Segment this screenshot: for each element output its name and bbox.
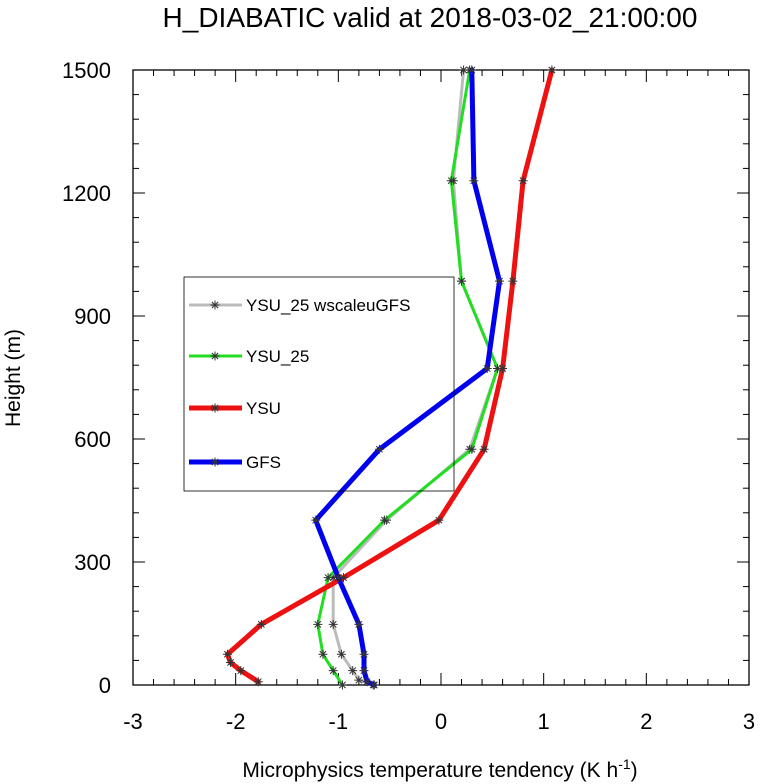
- series-3: [311, 65, 505, 690]
- x-axis-label: Microphysics temperature tendency (K h-1…: [242, 756, 637, 782]
- data-point: [226, 657, 236, 667]
- data-point: [336, 649, 346, 659]
- data-point: [518, 176, 528, 186]
- y-tick-label: 1500: [62, 58, 111, 83]
- x-tick-label: 0: [435, 709, 447, 734]
- data-point: [256, 619, 266, 629]
- plot-frame: [132, 69, 750, 686]
- legend-marker: [210, 457, 220, 467]
- data-point: [337, 680, 347, 690]
- legend-marker: [210, 351, 220, 361]
- data-point: [446, 176, 456, 186]
- x-axis-label-main: Microphysics temperature tendency (K h: [242, 759, 618, 782]
- data-point: [328, 573, 338, 583]
- data-point: [482, 363, 492, 373]
- data-point: [479, 444, 489, 454]
- legend-label: GFS: [246, 453, 281, 472]
- data-point: [380, 515, 390, 525]
- y-axis-label: Height (m): [2, 329, 25, 427]
- chart-title: H_DIABATIC valid at 2018-03-02_21:00:00: [163, 2, 698, 33]
- series-line: [225, 67, 555, 685]
- x-tick-label: 1: [538, 709, 550, 734]
- data-point: [359, 666, 369, 676]
- legend-marker: [210, 300, 220, 310]
- data-point: [508, 276, 518, 286]
- data-point: [362, 677, 372, 687]
- data-point: [333, 573, 343, 583]
- legend-marker: [210, 403, 220, 413]
- series-2: [222, 65, 557, 687]
- x-tick-label: -1: [329, 709, 349, 734]
- data-point: [222, 649, 232, 659]
- data-point: [311, 515, 321, 525]
- legend-label: YSU_25: [246, 347, 309, 366]
- series-line: [313, 67, 502, 688]
- y-tick-label: 300: [74, 550, 111, 575]
- data-point: [374, 444, 384, 454]
- data-point: [492, 363, 502, 373]
- data-point: [467, 444, 477, 454]
- data-point: [328, 619, 338, 629]
- x-tick-label: -3: [123, 709, 143, 734]
- data-point: [359, 649, 369, 659]
- x-axis-label-end: ): [631, 759, 638, 782]
- data-point: [348, 666, 358, 676]
- data-point: [354, 675, 364, 685]
- data-point: [457, 276, 467, 286]
- y-tick-label: 900: [74, 304, 111, 329]
- data-point: [354, 619, 364, 629]
- data-point: [469, 176, 479, 186]
- x-tick-label: -2: [226, 709, 246, 734]
- data-point: [318, 649, 328, 659]
- data-point: [498, 363, 508, 373]
- y-tick-label: 600: [74, 427, 111, 452]
- data-point: [313, 619, 323, 629]
- data-point: [459, 65, 469, 75]
- series-1: [313, 65, 502, 690]
- data-point: [495, 276, 505, 286]
- data-point: [434, 515, 444, 525]
- data-point: [547, 65, 557, 75]
- legend-label: YSU_25 wscaleuGFS: [246, 296, 410, 315]
- data-point: [328, 666, 338, 676]
- x-axis-label-sup: -1: [618, 756, 631, 772]
- data-point: [467, 65, 477, 75]
- y-tick-label: 0: [99, 673, 111, 698]
- x-tick-label: 2: [640, 709, 652, 734]
- data-point: [253, 677, 263, 687]
- x-tick-label: 3: [743, 709, 755, 734]
- data-point: [369, 680, 379, 690]
- legend-label: YSU: [246, 399, 281, 418]
- plot-area: -3 -2 -1 0 1 2 3 0 300 600 900 1200 1500: [62, 58, 755, 734]
- data-point: [323, 573, 333, 583]
- data-point: [236, 666, 246, 676]
- data-point: [338, 573, 348, 583]
- legend-box: [183, 276, 455, 492]
- y-tick-label: 1200: [62, 181, 111, 206]
- legend: YSU_25 wscaleuGFS YSU_25 YSU GFS: [183, 276, 455, 492]
